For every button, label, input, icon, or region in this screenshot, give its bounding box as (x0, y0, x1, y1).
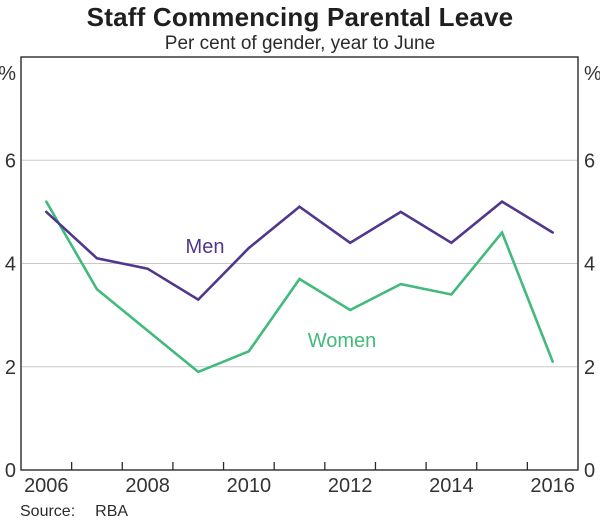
x-label-2016: 2016 (530, 475, 575, 497)
y-unit-right: % (584, 63, 600, 85)
y-label-right-6: 6 (584, 150, 595, 172)
chart-subtitle: Per cent of gender, year to June (164, 33, 436, 54)
x-label-2008: 2008 (125, 475, 170, 497)
source-value: RBA (95, 503, 129, 520)
men-series-label: Men (186, 236, 225, 258)
source-label: Source: (20, 503, 76, 520)
y-label-right-4: 4 (584, 254, 595, 276)
plot-frame (20, 56, 579, 471)
y-label-left-2: 2 (5, 357, 16, 379)
y-label-right-2: 2 (584, 357, 595, 379)
women-series-label: Women (308, 330, 377, 352)
y-label-left-0: 0 (5, 460, 16, 482)
y-label-left-4: 4 (5, 254, 16, 276)
y-label-left-6: 6 (5, 150, 16, 172)
x-label-2012: 2012 (328, 475, 373, 497)
x-label-2006: 2006 (24, 475, 69, 497)
x-label-2014: 2014 (429, 475, 474, 497)
men-series-line (45, 200, 554, 302)
source-note: Source: RBA (20, 503, 128, 521)
women-series-line (45, 200, 554, 374)
chart-title: Staff Commencing Parental Leave (86, 2, 514, 32)
x-label-2010: 2010 (227, 475, 272, 497)
y-unit-left: % (0, 63, 16, 85)
y-label-right-0: 0 (584, 460, 595, 482)
